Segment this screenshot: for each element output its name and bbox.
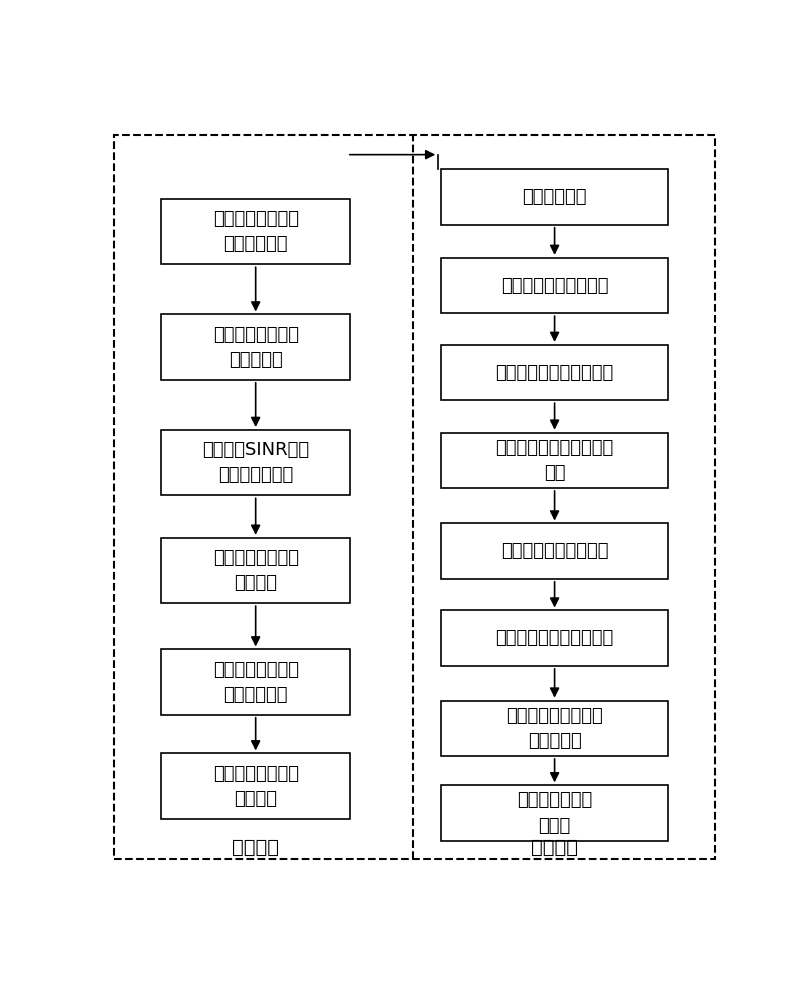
Text: 小小区与用户之间
建立链路: 小小区与用户之间 建立链路 <box>212 765 298 808</box>
Bar <box>441 523 667 579</box>
Text: 用户向宏基站反馈信息: 用户向宏基站反馈信息 <box>500 542 607 560</box>
Bar <box>441 258 667 313</box>
Text: 宏基站判断功率更新是否
收敛: 宏基站判断功率更新是否 收敛 <box>495 439 613 482</box>
Text: 用户向宏基站进行
信息反馈: 用户向宏基站进行 信息反馈 <box>212 549 298 592</box>
Bar <box>161 430 350 495</box>
Text: 小小区向用户等功
率发送信号: 小小区向用户等功 率发送信号 <box>212 326 298 369</box>
Text: 小小区向用户收集信息: 小小区向用户收集信息 <box>500 277 607 295</box>
Text: 宏基站发送信令给
用户和小小区: 宏基站发送信令给 用户和小小区 <box>212 210 298 253</box>
Bar <box>441 610 667 666</box>
Bar <box>161 199 350 264</box>
Bar <box>441 785 667 841</box>
Text: 小小区更新功率分配方案: 小小区更新功率分配方案 <box>495 364 613 382</box>
Bar <box>441 169 667 225</box>
Bar <box>441 701 667 756</box>
Text: 初始化参数值: 初始化参数值 <box>521 188 586 206</box>
Text: 宏基站建立链路决
策并下发信令: 宏基站建立链路决 策并下发信令 <box>212 661 298 704</box>
Text: 小小区为用户分
配功率: 小小区为用户分 配功率 <box>517 792 591 834</box>
Text: 宏基站求解功率分配方案: 宏基站求解功率分配方案 <box>495 629 613 647</box>
Text: 用户接入: 用户接入 <box>232 838 279 857</box>
Bar <box>161 753 350 819</box>
Text: 宏基站为小小区下发
功率分配值: 宏基站为小小区下发 功率分配值 <box>505 707 603 750</box>
Bar <box>441 433 667 488</box>
Text: 功率分配: 功率分配 <box>530 838 577 857</box>
Bar <box>161 314 350 380</box>
Bar <box>161 538 350 603</box>
Bar <box>441 345 667 400</box>
Bar <box>161 649 350 715</box>
Text: 用户计算SINR，得
到链路状态指示: 用户计算SINR，得 到链路状态指示 <box>202 441 309 484</box>
